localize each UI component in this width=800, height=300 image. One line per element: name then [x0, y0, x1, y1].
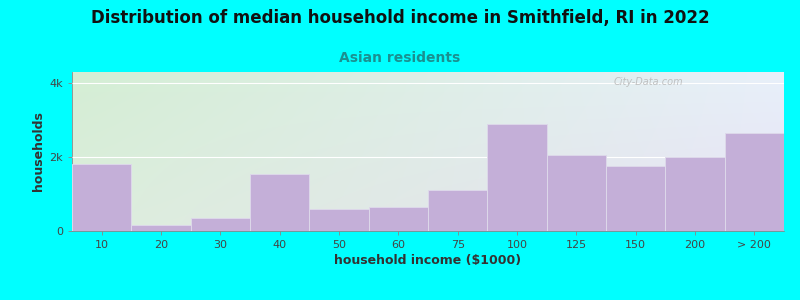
Bar [725, 133, 784, 231]
Text: City-Data.com: City-Data.com [613, 77, 682, 87]
Bar [250, 174, 310, 231]
Bar [487, 124, 546, 231]
Text: Asian residents: Asian residents [339, 51, 461, 65]
Bar [190, 218, 250, 231]
Bar [546, 155, 606, 231]
Bar [606, 166, 666, 231]
Bar [131, 226, 190, 231]
Bar [369, 207, 428, 231]
Bar [428, 190, 487, 231]
Bar [666, 157, 725, 231]
X-axis label: household income ($1000): household income ($1000) [334, 254, 522, 267]
Y-axis label: households: households [32, 112, 45, 191]
Bar [310, 209, 369, 231]
Text: Distribution of median household income in Smithfield, RI in 2022: Distribution of median household income … [90, 9, 710, 27]
Bar [72, 164, 131, 231]
